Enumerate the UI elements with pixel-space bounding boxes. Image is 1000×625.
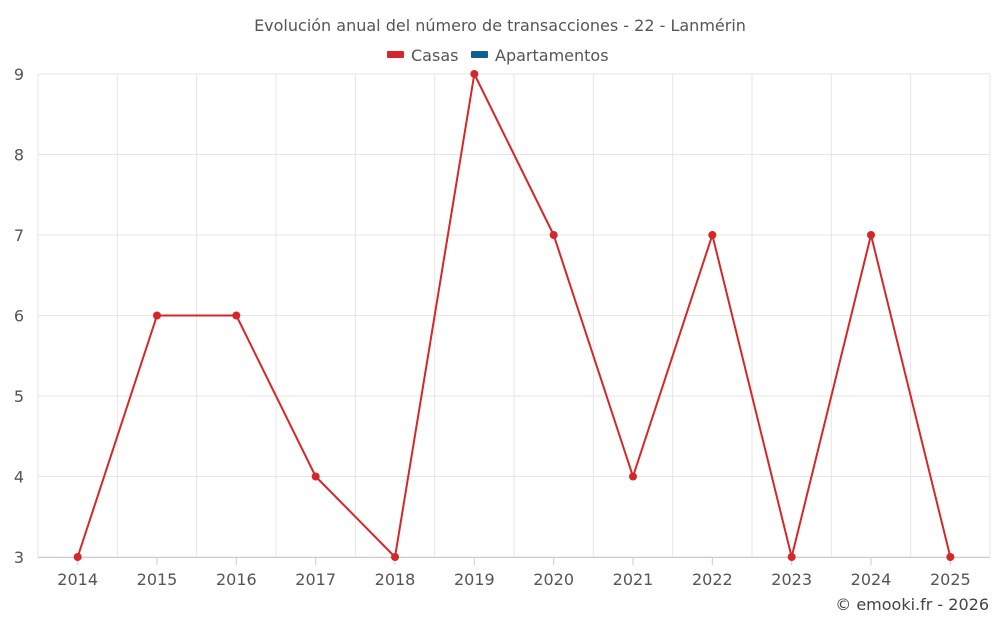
x-tick-label: 2024 (851, 570, 892, 589)
x-tick-label: 2020 (533, 570, 574, 589)
x-tick-label: 2025 (930, 570, 971, 589)
x-tick-label: 2019 (454, 570, 495, 589)
x-tick-label: 2014 (57, 570, 98, 589)
data-point[interactable] (391, 553, 399, 561)
data-point[interactable] (549, 231, 558, 239)
legend-swatch-casas (387, 51, 404, 58)
legend-label-apartamentos: Apartamentos (495, 46, 609, 65)
x-tick-label: 2021 (613, 570, 654, 589)
legend-swatch-apartamentos (471, 51, 488, 58)
y-tick-label: 8 (14, 146, 24, 165)
y-tick-label: 9 (14, 65, 24, 84)
x-tick-label: 2017 (295, 570, 336, 589)
x-tick-label: 2016 (216, 570, 257, 589)
legend-item-apartamentos[interactable]: Apartamentos (471, 46, 609, 65)
series-line (76, 73, 952, 558)
y-tick-label: 3 (14, 548, 24, 567)
data-point[interactable] (311, 472, 320, 481)
y-tick-label: 4 (14, 468, 24, 487)
axes: 3 4 5 6 7 8 9 2014 2015 2016 2017 2018 2019 2020 2021 2… (14, 65, 990, 589)
data-point[interactable] (708, 231, 717, 239)
data-point[interactable] (629, 472, 637, 481)
legend-item-casas[interactable]: Casas (387, 46, 458, 65)
x-tick-label: 2023 (771, 570, 812, 589)
data-point[interactable] (73, 553, 82, 561)
data-point[interactable] (787, 553, 796, 561)
credits-text: © emooki.fr - 2026 (835, 595, 989, 614)
x-tick-label: 2015 (137, 570, 178, 589)
data-point[interactable] (946, 553, 955, 561)
x-tick-label: 2022 (692, 570, 733, 589)
y-tick-label: 7 (14, 226, 24, 245)
legend: Casas Apartamentos (387, 46, 609, 65)
legend-label-casas: Casas (411, 46, 458, 65)
x-tick-label: 2018 (375, 570, 416, 589)
chart-title: Evolución anual del número de transaccio… (254, 16, 746, 35)
y-tick-label: 6 (14, 307, 24, 326)
data-point[interactable] (470, 70, 479, 78)
data-point[interactable] (153, 311, 161, 320)
data-point[interactable] (867, 231, 875, 239)
series-casas (73, 70, 955, 561)
data-point[interactable] (232, 311, 241, 320)
y-tick-label: 5 (14, 387, 24, 406)
